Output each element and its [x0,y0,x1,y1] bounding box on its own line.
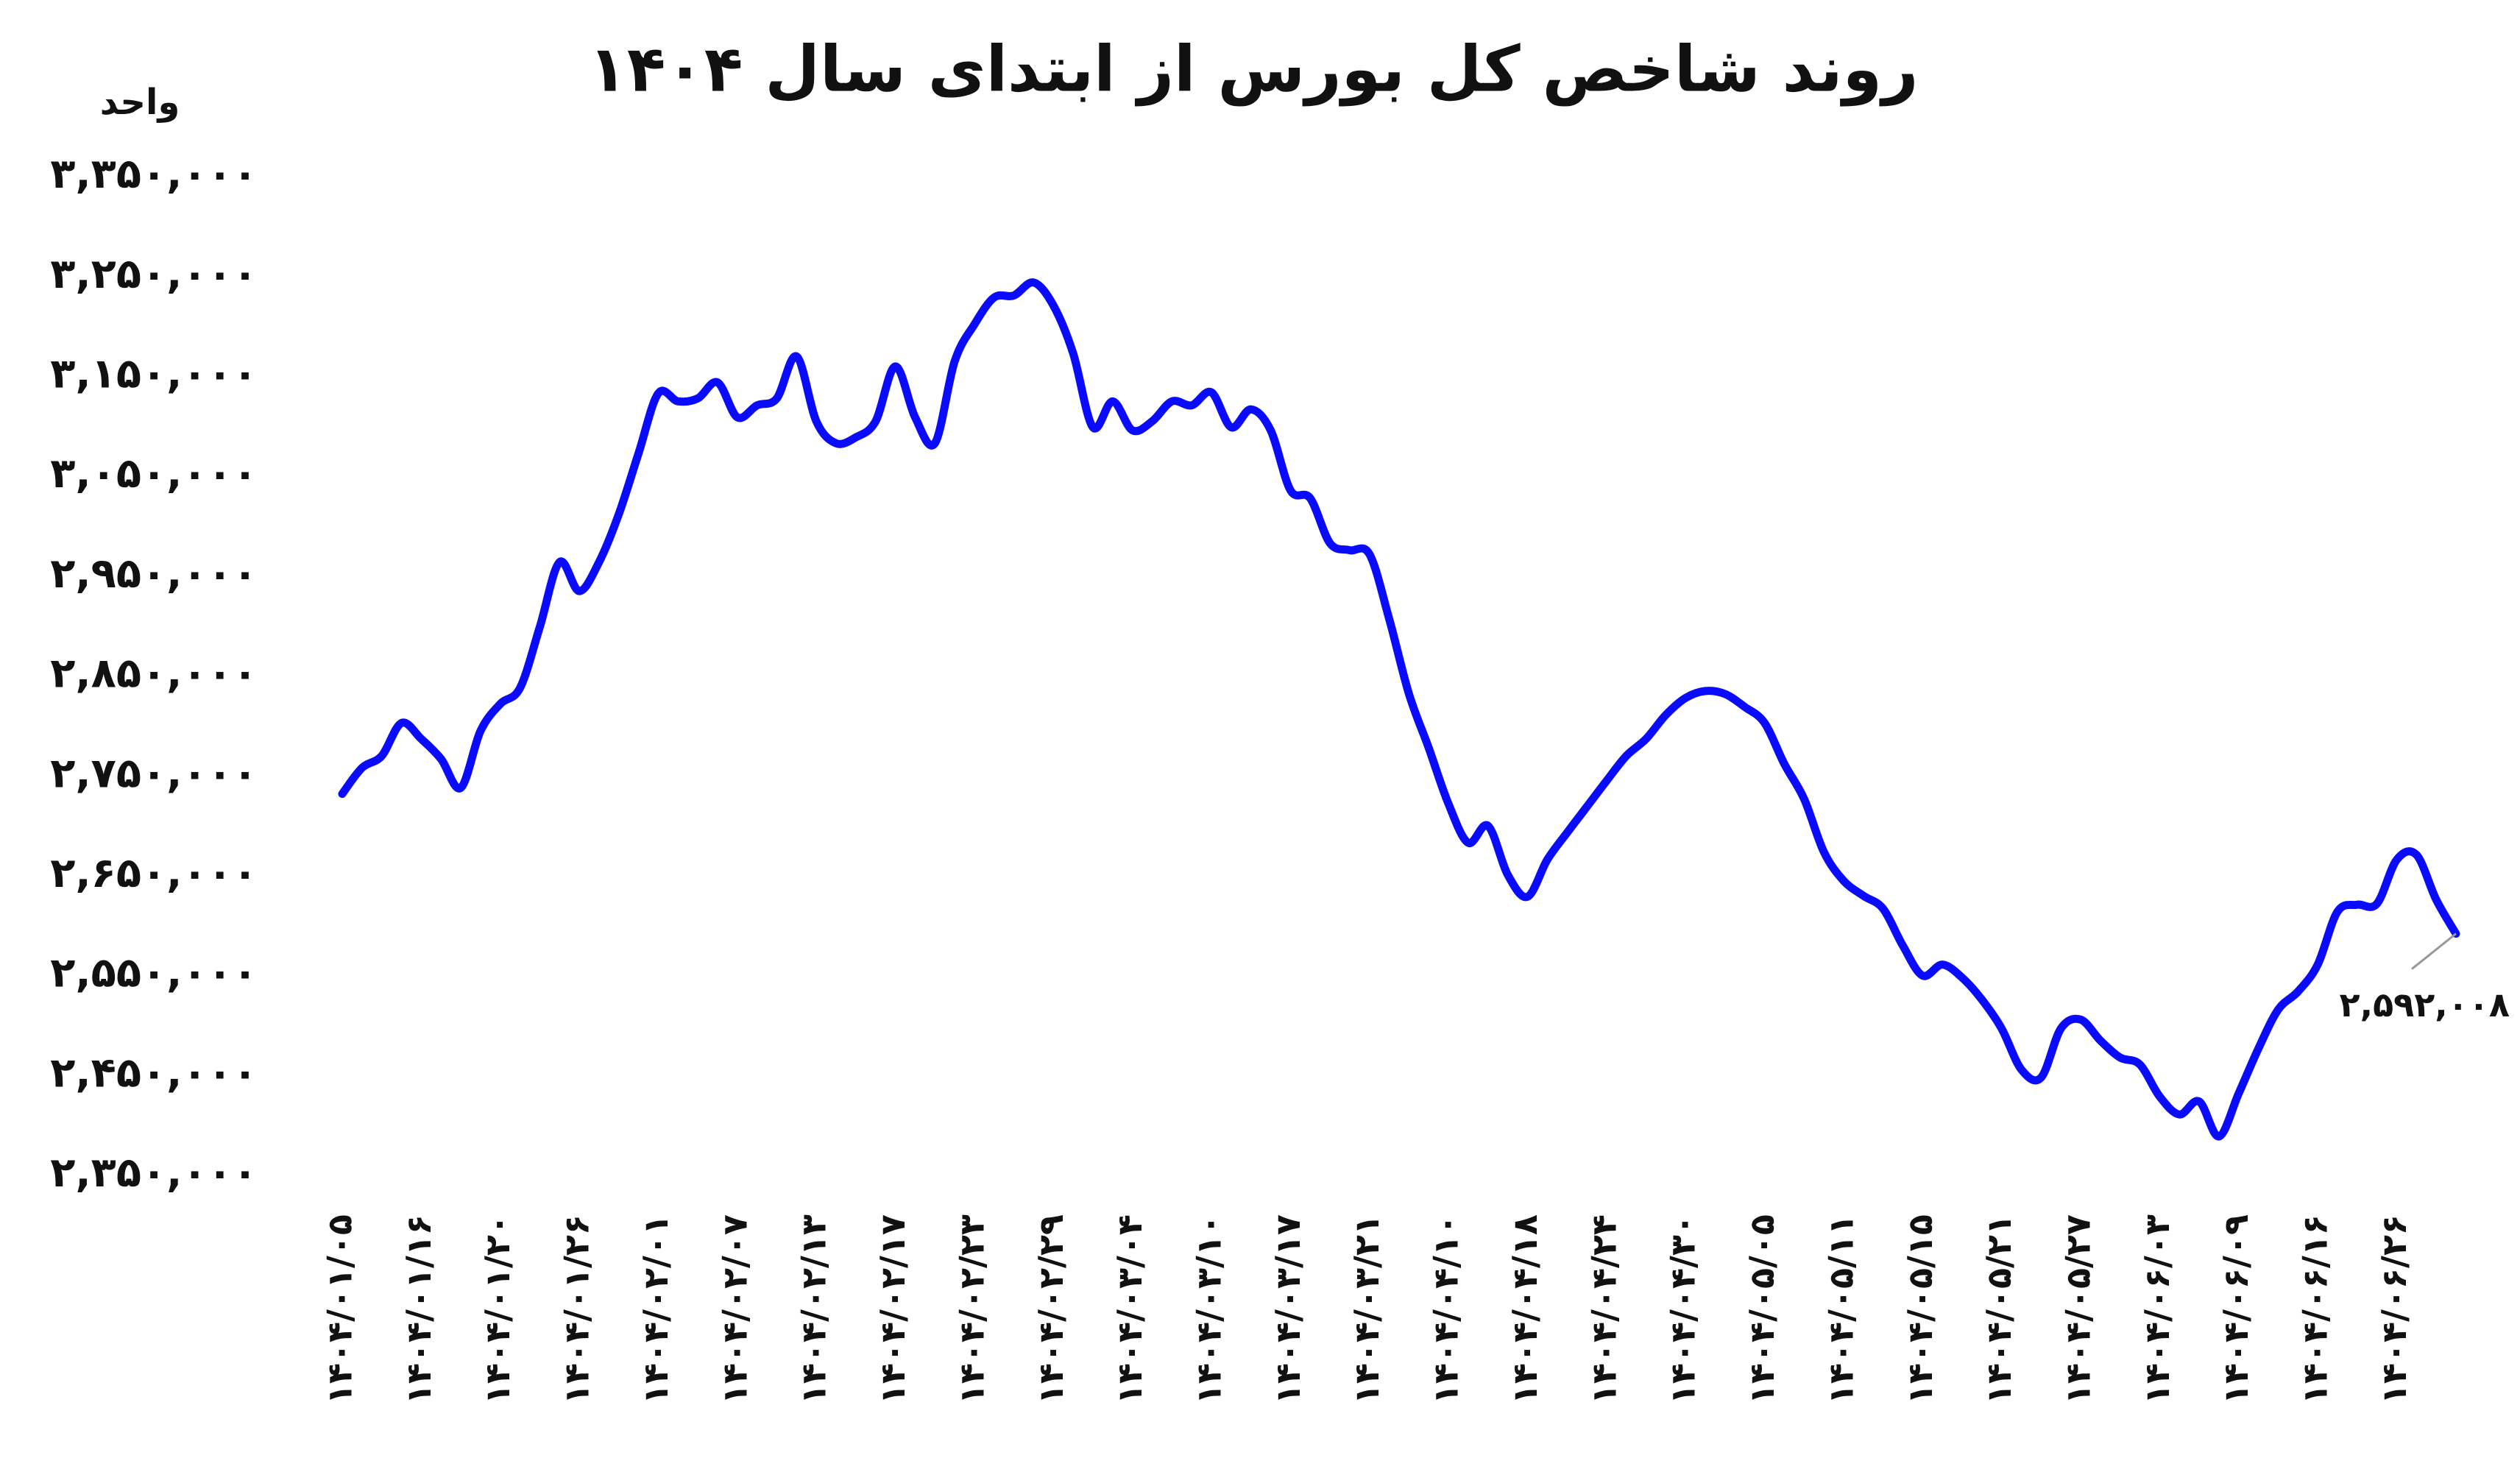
y-tick-label: ۳,۳۵۰,۰۰۰ [50,150,258,198]
x-tick-label: ۱۴۰۴/۰۴/۱۸ [1505,1214,1545,1404]
x-tick-label: ۱۴۰۴/۰۲/۲۹ [1031,1214,1071,1404]
y-tick-label: ۳,۱۵۰,۰۰۰ [50,350,258,398]
y-tick-label: ۲,۹۵۰,۰۰۰ [50,550,258,598]
y-axis-label: واحد [100,82,180,123]
x-tick-label: ۱۴۰۴/۰۵/۲۱ [1979,1214,2019,1404]
x-tick-label: ۱۴۰۴/۰۶/۰۳ [2137,1214,2177,1404]
series-line [338,278,2460,1141]
x-tick-label: ۱۴۰۴/۰۶/۱۶ [2296,1214,2335,1404]
x-tick-label: ۱۴۰۴/۰۵/۱۵ [1900,1214,1940,1404]
x-tick-label: ۱۴۰۴/۰۵/۲۷ [2059,1214,2098,1404]
x-tick-label: ۱۴۰۴/۰۱/۱۶ [399,1214,439,1404]
x-tick-label: ۱۴۰۴/۰۶/۰۹ [2216,1214,2256,1404]
x-tick-label: ۱۴۰۴/۰۴/۳۰ [1663,1214,1703,1404]
x-tick-label: ۱۴۰۴/۰۲/۰۷ [715,1214,754,1404]
x-tick-label: ۱۴۰۴/۰۳/۱۰ [1189,1214,1229,1404]
value-label: ۲,۵۹۲,۰۰۸ [2340,985,2510,1025]
y-tick-label: ۲,۷۵۰,۰۰۰ [50,749,258,797]
chart-title: روند شاخص کل بورس از ابتدای سال ۱۴۰۴ [588,32,1918,106]
x-tick-label: ۱۴۰۴/۰۲/۲۳ [952,1214,991,1404]
x-tick-label: ۱۴۰۴/۰۱/۲۰ [478,1214,517,1404]
x-tick-label: ۱۴۰۴/۰۲/۰۱ [636,1214,676,1404]
y-tick-label: ۲,۳۵۰,۰۰۰ [50,1149,258,1197]
x-tick-label: ۱۴۰۴/۰۱/۰۵ [320,1214,360,1404]
x-tick-label: ۱۴۰۴/۰۵/۰۵ [1742,1214,1782,1404]
y-tick-label: ۲,۸۵۰,۰۰۰ [50,650,258,698]
y-tick-label: ۲,۴۵۰,۰۰۰ [50,1049,258,1097]
x-tick-label: ۱۴۰۴/۰۲/۱۷ [873,1214,913,1404]
y-tick-label: ۳,۰۵۰,۰۰۰ [50,450,258,498]
x-tick-label: ۱۴۰۴/۰۱/۲۶ [557,1214,597,1404]
x-tick-label: ۱۴۰۴/۰۶/۲۶ [2374,1214,2414,1404]
x-tick-label: ۱۴۰۴/۰۳/۰۴ [1110,1214,1150,1404]
x-tick-label: ۱۴۰۴/۰۲/۱۳ [794,1214,834,1404]
y-tick-label: ۲,۵۵۰,۰۰۰ [50,949,258,997]
x-tick-label: ۱۴۰۴/۰۳/۲۱ [1347,1214,1387,1404]
x-tick-label: ۱۴۰۴/۰۵/۱۱ [1821,1214,1861,1404]
x-tick-label: ۱۴۰۴/۰۳/۱۷ [1268,1214,1308,1404]
x-tick-label: ۱۴۰۴/۰۴/۲۴ [1584,1214,1624,1404]
leader-line [2411,933,2457,970]
x-tick-label: ۱۴۰۴/۰۴/۱۰ [1426,1214,1466,1404]
y-tick-label: ۲,۶۵۰,۰۰۰ [50,849,258,897]
y-tick-label: ۳,۲۵۰,۰۰۰ [50,250,258,298]
